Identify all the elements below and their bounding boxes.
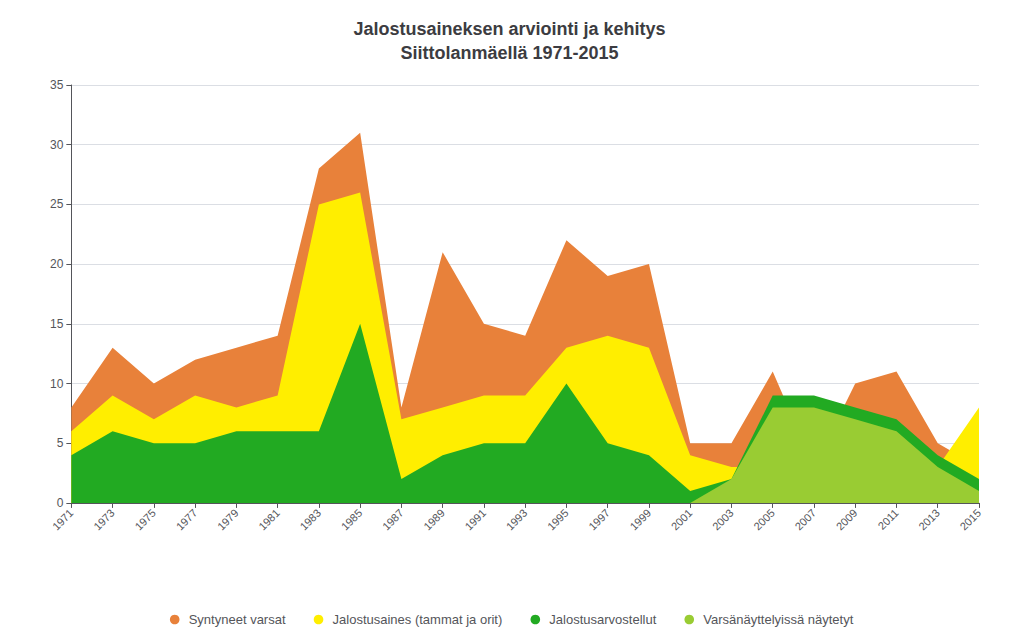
svg-text:20: 20: [50, 257, 64, 271]
svg-text:1991: 1991: [462, 507, 488, 533]
svg-text:25: 25: [50, 197, 64, 211]
svg-text:2013: 2013: [916, 507, 942, 533]
svg-text:2005: 2005: [751, 507, 777, 533]
svg-text:1977: 1977: [174, 507, 200, 533]
svg-text:Jalostusarvostellut: Jalostusarvostellut: [549, 612, 656, 627]
svg-text:1979: 1979: [215, 507, 241, 533]
svg-text:1987: 1987: [380, 507, 406, 533]
svg-text:2003: 2003: [710, 507, 736, 533]
svg-text:1983: 1983: [297, 507, 323, 533]
svg-text:1971: 1971: [50, 507, 76, 533]
svg-text:5: 5: [57, 436, 64, 450]
svg-text:1989: 1989: [421, 507, 447, 533]
svg-text:1973: 1973: [91, 507, 117, 533]
svg-text:2007: 2007: [792, 507, 818, 533]
svg-text:Jalostusaineksen arviointi ja: Jalostusaineksen arviointi ja kehitys: [353, 19, 665, 39]
svg-text:2011: 2011: [876, 507, 901, 532]
svg-text:2009: 2009: [834, 507, 860, 533]
svg-text:Siittolanmäellä 1971-2015: Siittolanmäellä 1971-2015: [400, 43, 618, 63]
svg-text:10: 10: [50, 377, 64, 391]
svg-text:2015: 2015: [957, 507, 983, 533]
svg-text:Jalostusaines (tammat ja orit): Jalostusaines (tammat ja orit): [333, 612, 503, 627]
svg-text:1995: 1995: [545, 507, 571, 533]
svg-text:1985: 1985: [339, 507, 365, 533]
svg-text:1993: 1993: [504, 507, 530, 533]
svg-text:15: 15: [50, 317, 64, 331]
svg-text:1999: 1999: [627, 507, 653, 533]
svg-text:0: 0: [57, 496, 64, 510]
svg-text:1997: 1997: [586, 507, 612, 533]
svg-text:Varsänäyttelyissä näytetyt: Varsänäyttelyissä näytetyt: [703, 612, 853, 627]
svg-text:Syntyneet varsat: Syntyneet varsat: [189, 612, 286, 627]
svg-text:1981: 1981: [256, 507, 282, 533]
svg-text:1975: 1975: [132, 507, 158, 533]
svg-text:2001: 2001: [669, 507, 695, 533]
svg-text:30: 30: [50, 138, 64, 152]
svg-text:35: 35: [50, 78, 64, 92]
